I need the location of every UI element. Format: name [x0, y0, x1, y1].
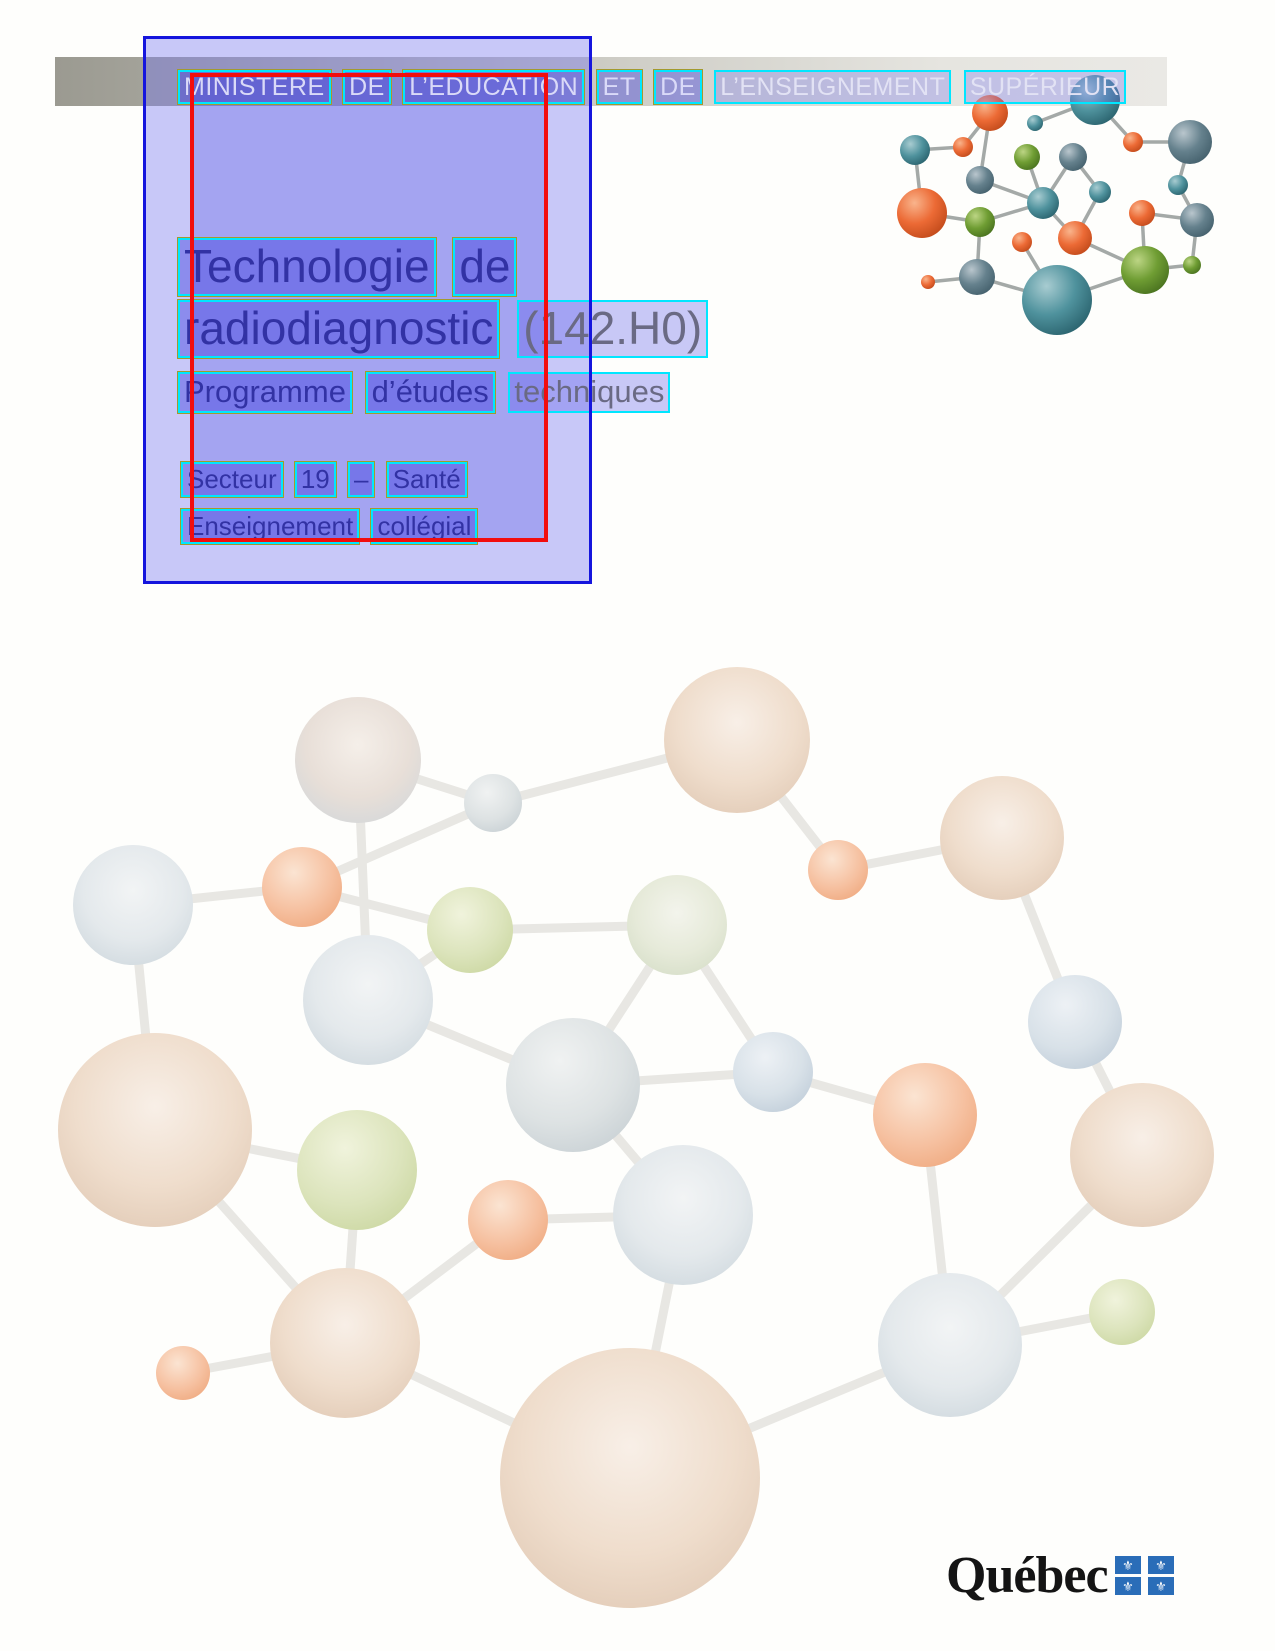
mol-teal-3 [900, 135, 930, 165]
document-title-line-2: radiodiagnostic (142.H0) [176, 299, 713, 359]
ocr-word-box: (142.H0) [517, 300, 709, 358]
sphere-orange-5 [156, 1346, 210, 1400]
mol-orange-2 [953, 137, 973, 157]
ocr-word-box: 19 [293, 460, 337, 499]
sphere-blue-2 [1028, 975, 1122, 1069]
sphere-orange-2 [808, 840, 868, 900]
ocr-word-box: Santé [385, 460, 468, 499]
mol-green-3 [1121, 246, 1169, 294]
photo-lab-class [878, 1273, 1022, 1417]
annotation-blue-region-fill [143, 36, 592, 584]
sphere-gray-1 [464, 774, 522, 832]
quebec-wordmark: Québec [946, 1547, 1109, 1604]
photo-student-woman [1070, 1083, 1214, 1227]
mol-slate-2 [1168, 120, 1212, 164]
document-title-line-1: Technologie de [177, 237, 521, 297]
photo-kids-circle [500, 1348, 760, 1608]
mol-teal-2 [1027, 115, 1043, 131]
ocr-word-box: SUPÉRIEUR [963, 70, 1127, 104]
ocr-word-box: radiodiagnostic [176, 299, 501, 359]
mol-orange-1 [972, 95, 1008, 131]
ocr-word-box: Secteur [180, 460, 284, 499]
quebec-flag-icon: ⚜ ⚜ ⚜ ⚜ [1115, 1556, 1174, 1595]
mol-orange-6 [1012, 232, 1032, 252]
mol-green-2 [965, 207, 995, 237]
mol-teal-5 [1027, 187, 1059, 219]
sphere-blue-1 [733, 1032, 813, 1112]
document-subtitle: Programme d’études techniques [177, 371, 675, 414]
ocr-word-box: DE [653, 69, 703, 105]
mol-green-1 [1014, 144, 1040, 170]
molecule-graphic [897, 75, 1214, 335]
sphere-orange-3 [873, 1063, 977, 1167]
mol-green-4 [1183, 256, 1201, 274]
mol-orange-3 [1123, 132, 1143, 152]
annotation-red-box [190, 73, 548, 542]
annotation-blue-box [143, 36, 592, 584]
people-network-graphic [58, 667, 1214, 1608]
sphere-gray-2 [506, 1018, 640, 1152]
mol-orange-8 [921, 275, 935, 289]
photo-baby-reading [303, 935, 433, 1065]
ocr-word-box: Programme [177, 371, 353, 414]
mol-teal-7 [1022, 265, 1092, 335]
photo-classroom [940, 776, 1064, 900]
mol-teal-1 [1070, 75, 1120, 125]
mol-slate-3 [966, 166, 994, 194]
mol-orange-7 [1058, 221, 1092, 255]
mol-teal-6 [1089, 181, 1111, 203]
fleur-de-lis-icon: ⚜ [1115, 1577, 1141, 1595]
photo-graduate [73, 845, 193, 965]
photo-audience [58, 1033, 252, 1227]
ministry-banner-text: MINISTÈRE DE L’ÉDUCATION ET DE L’ENSEIGN… [177, 69, 1131, 105]
mol-slate-4 [1180, 203, 1214, 237]
mol-orange-4 [897, 188, 947, 238]
sphere-green-2 [297, 1110, 417, 1230]
ocr-word-box: – [346, 460, 376, 499]
ocr-word-box: L’ENSEIGNEMENT [714, 70, 952, 104]
ocr-word-box: ET [595, 69, 643, 105]
ocr-word-box: d’études [364, 371, 496, 414]
mol-slate-5 [959, 259, 995, 295]
sphere-orange-1 [262, 847, 342, 927]
fleur-de-lis-icon: ⚜ [1115, 1556, 1141, 1574]
mol-slate-1 [1059, 143, 1087, 171]
photo-kids-reading [295, 697, 421, 823]
mol-orange-5 [1129, 200, 1155, 226]
sector-line: Secteur 19 – Santé [180, 460, 472, 499]
photo-curly-boy [613, 1145, 753, 1285]
ocr-word-box: Technologie [177, 237, 437, 297]
fleur-de-lis-icon: ⚜ [1148, 1577, 1174, 1595]
mol-teal-4 [1168, 175, 1188, 195]
ocr-word-box: de [452, 237, 518, 297]
ocr-word-box: L’ÉDUCATION [402, 69, 586, 105]
photo-kid-playing [270, 1268, 420, 1418]
sphere-green-3 [1089, 1279, 1155, 1345]
sphere-orange-4 [468, 1180, 548, 1260]
photo-smiling-woman [627, 875, 727, 975]
sphere-green-1 [427, 887, 513, 973]
photo-girl-goggles [664, 667, 810, 813]
fleur-de-lis-icon: ⚜ [1148, 1556, 1174, 1574]
